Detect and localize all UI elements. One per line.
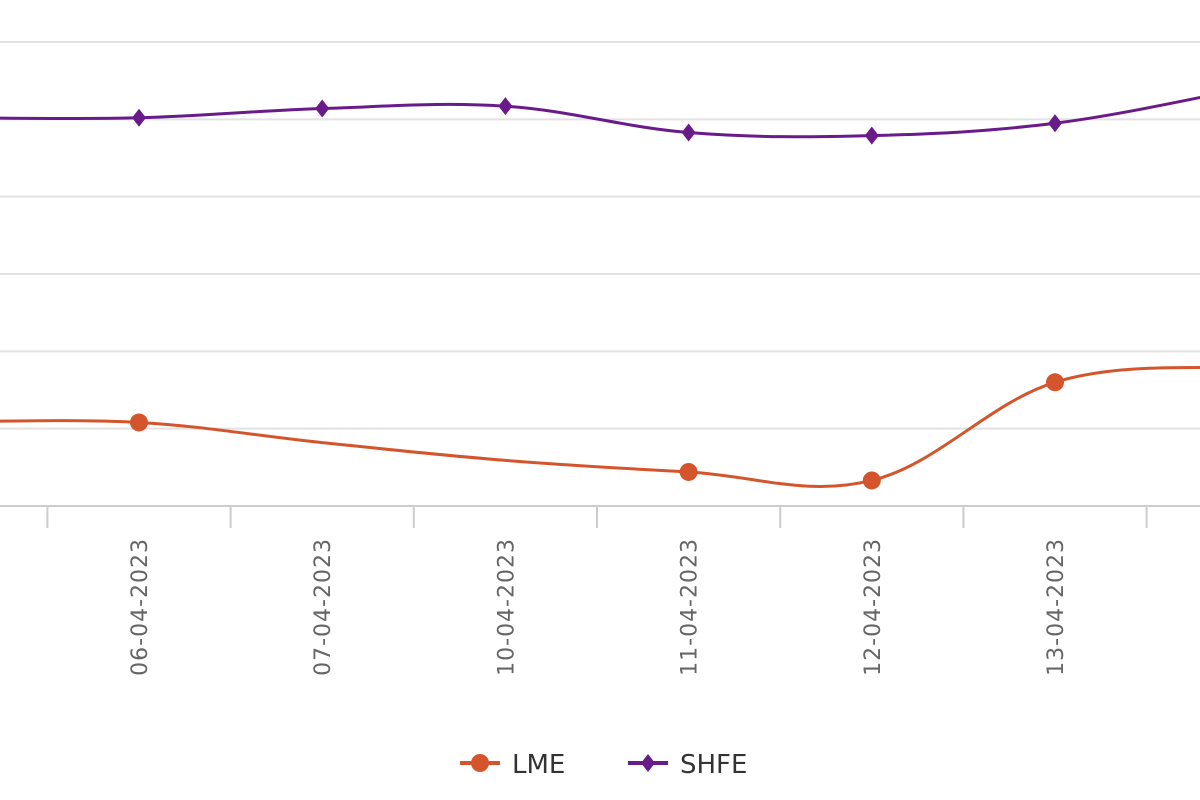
legend-item-lme[interactable]: LME [460,750,565,780]
data-point-shfe[interactable] [132,108,146,127]
data-point-lme[interactable] [862,471,881,490]
data-point-shfe[interactable] [498,97,513,116]
x-tick-label: 07-04-2023 [311,538,336,676]
legend-marker-diamond-icon [641,754,655,772]
data-point-lme[interactable] [1046,373,1064,392]
legend-item-shfe[interactable]: SHFE [628,750,747,780]
series-layer [0,95,1200,490]
series-shfe [0,95,1200,145]
series-lme [0,366,1200,490]
series-line-lme [0,366,1200,488]
x-tick-label: 10-04-2023 [494,538,519,676]
data-point-lme[interactable] [130,413,148,432]
legend-label: SHFE [680,750,747,780]
data-point-shfe[interactable] [864,126,879,145]
series-line-shfe [0,95,1200,139]
x-tick-label: 06-04-2023 [128,538,153,676]
legend-label: LME [512,750,565,780]
data-point-lme[interactable] [679,462,698,481]
data-point-shfe[interactable] [681,123,696,142]
data-point-shfe[interactable] [1048,114,1062,133]
x-tick-label: 11-04-2023 [678,538,703,676]
x-axis: 06-04-2023 07-04-2023 10-04-2023 11-04-2023… [46,506,1148,676]
legend[interactable]: LME SHFE [460,750,747,780]
data-point-shfe[interactable] [315,99,330,118]
x-tick-label: 12-04-2023 [861,538,886,676]
x-tick-label: 13-04-2023 [1044,538,1069,676]
legend-marker-circle-icon [471,754,489,772]
grid-lines [0,41,1200,507]
